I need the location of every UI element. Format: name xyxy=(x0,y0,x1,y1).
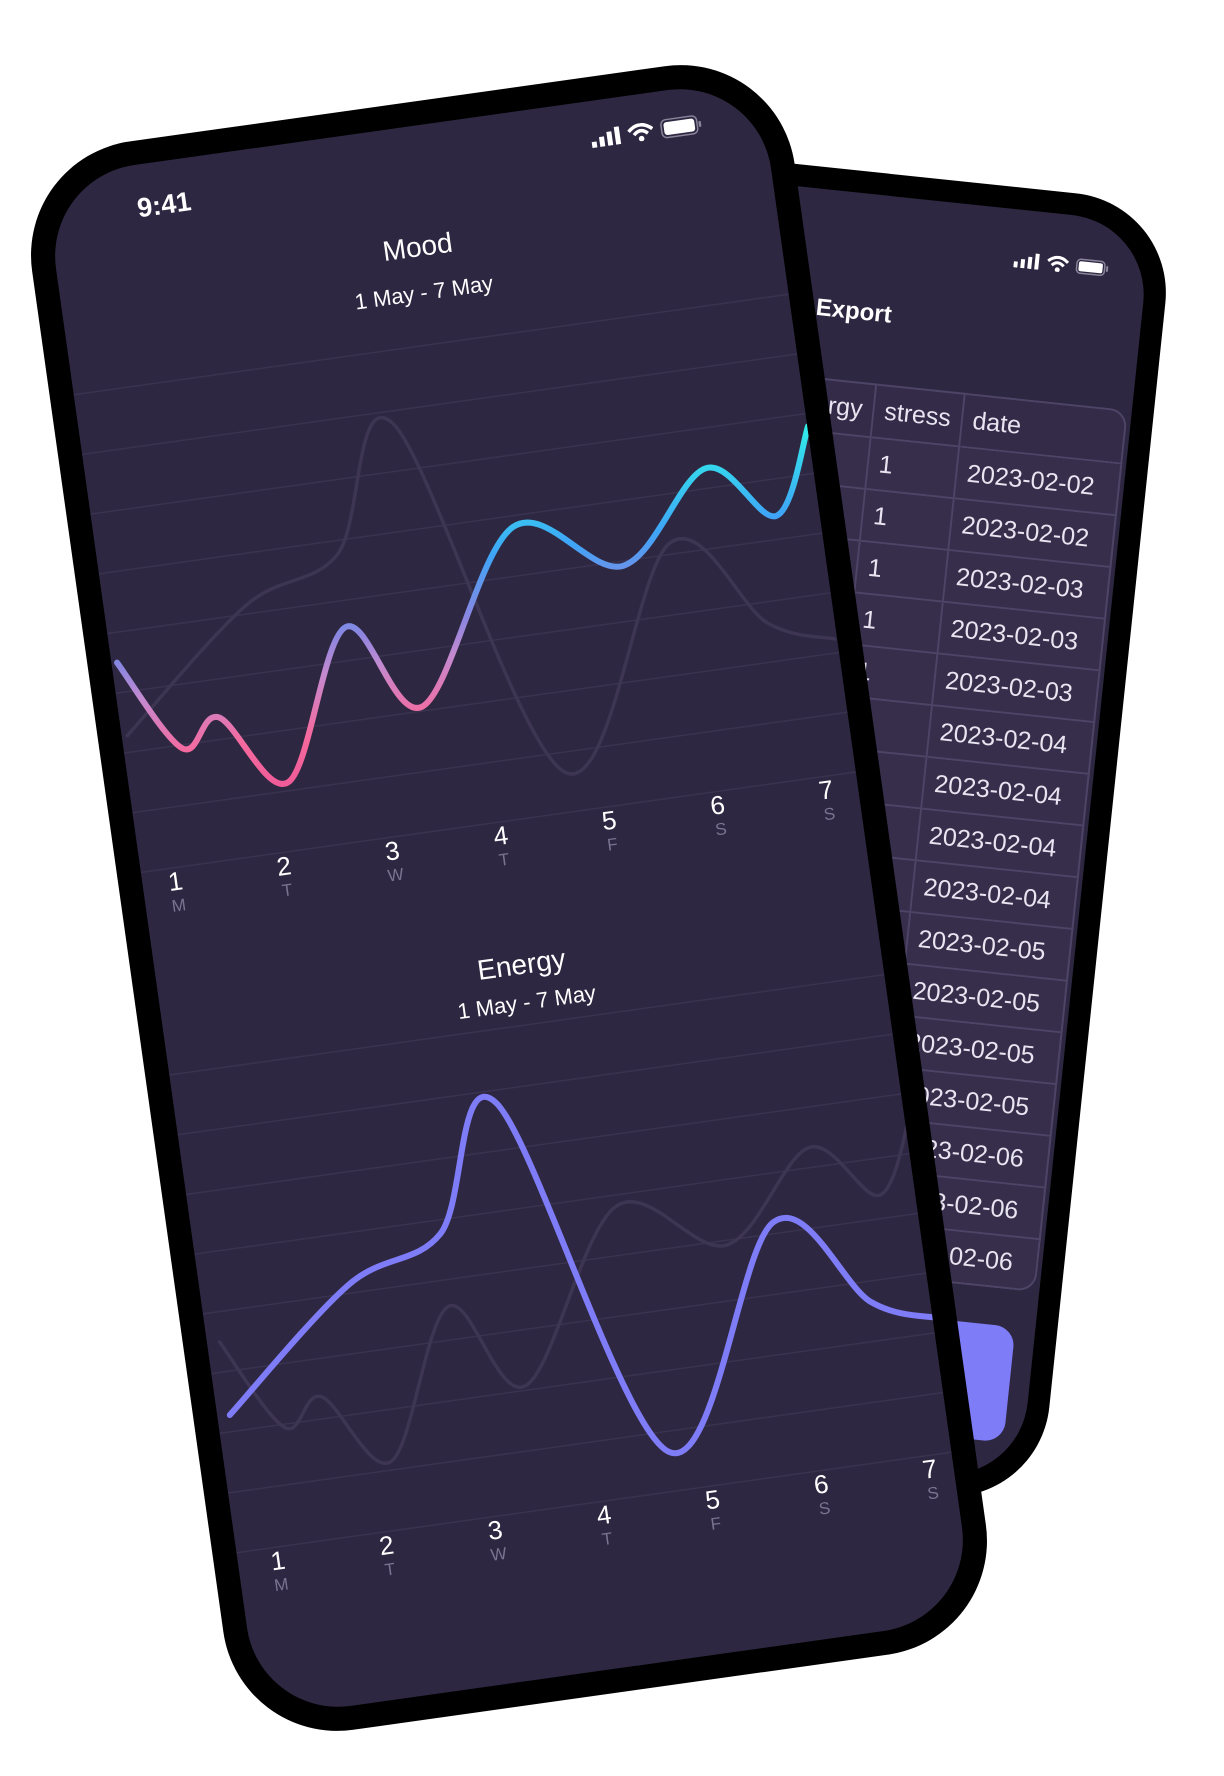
gridline xyxy=(169,973,885,1076)
mood-chart-series-mood-line xyxy=(114,423,812,787)
gridline xyxy=(123,651,840,754)
gridline xyxy=(219,1332,935,1435)
battery-icon xyxy=(660,115,702,139)
energy-chart-series-energy-line xyxy=(226,1093,942,1457)
gridline xyxy=(227,1391,944,1494)
cell-stress: 1 xyxy=(860,490,955,552)
cell-stress: 1 xyxy=(866,438,960,500)
energy-chart-series-mood-line xyxy=(217,1103,914,1465)
wifi-icon xyxy=(627,122,654,142)
gridline xyxy=(202,1212,918,1315)
battery-icon xyxy=(1075,258,1109,277)
gridline xyxy=(115,592,831,695)
gridline xyxy=(132,711,848,814)
mood-chart-series-energy-line xyxy=(125,415,837,776)
gridline xyxy=(73,293,789,396)
back-phone: Export energy stress date 1 2023-02-02 1… xyxy=(425,139,1176,1507)
gridline xyxy=(140,771,856,874)
cell-stress: 1 xyxy=(855,541,949,603)
status-bar-icons xyxy=(590,114,704,149)
charts-canvas xyxy=(73,293,952,1554)
column-header-stress[interactable]: stress xyxy=(871,383,966,448)
wifi-icon xyxy=(1047,255,1070,273)
gridline xyxy=(177,1033,893,1136)
gridline xyxy=(98,472,814,575)
gridline xyxy=(82,353,798,456)
cell-stress: 1 xyxy=(849,593,944,655)
mood-chart-grid xyxy=(73,293,856,874)
gridline xyxy=(90,412,806,515)
signal-icon xyxy=(1013,253,1040,270)
gridline xyxy=(186,1093,902,1196)
gridline xyxy=(194,1152,910,1255)
export-screen: Export energy stress date 1 2023-02-02 1… xyxy=(449,163,1152,1483)
status-bar-icons xyxy=(1013,251,1110,277)
page-title: Export xyxy=(814,293,893,329)
signal-icon xyxy=(591,126,622,149)
gridline xyxy=(236,1451,952,1554)
gridline xyxy=(211,1272,927,1375)
